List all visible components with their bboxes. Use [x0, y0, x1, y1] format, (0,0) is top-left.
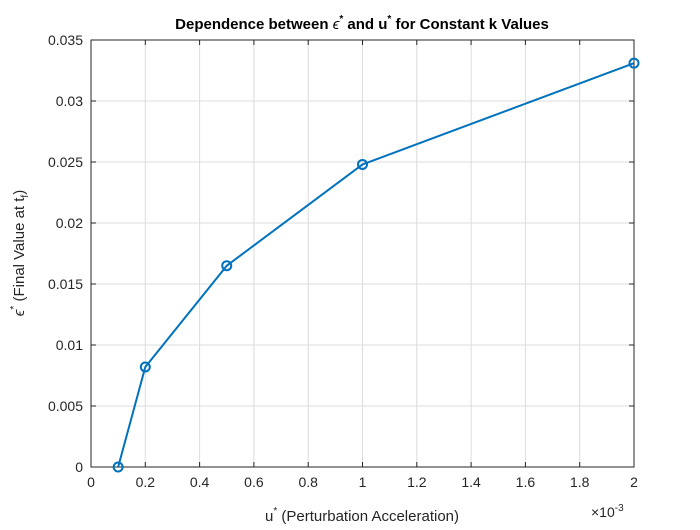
- data-point: [357, 158, 368, 170]
- y-tick-label: 0.015: [48, 276, 83, 292]
- x-axis-label: u* (Perturbation Acceleration): [265, 506, 459, 525]
- series-group: [112, 57, 640, 473]
- x-axis-ticks: 0 0.2 0.4 0.6 0.8 1 1.2 1.4 1.6 1.8 2: [87, 40, 638, 490]
- y-tick-label: 0: [75, 459, 83, 475]
- y-tick-label: 0.01: [56, 337, 83, 353]
- x-tick-label: 0: [87, 474, 95, 490]
- grid: [91, 40, 634, 467]
- x-axis-exponent: ×10-3: [591, 503, 624, 520]
- y-tick-label: 0.005: [48, 398, 83, 414]
- data-point: [221, 260, 233, 272]
- y-tick-label: 0.02: [56, 215, 83, 231]
- x-tick-label: 1.6: [516, 474, 536, 490]
- x-tick-label: 0.4: [190, 474, 210, 490]
- x-tick-label: 1.8: [570, 474, 590, 490]
- x-tick-label: 1.2: [407, 474, 427, 490]
- series-line: [117, 62, 635, 468]
- x-tick-label: 1: [359, 474, 367, 490]
- x-tick-label: 0.6: [244, 474, 264, 490]
- y-tick-label: 0.035: [48, 32, 83, 48]
- data-point: [139, 361, 151, 373]
- data-point: [628, 57, 640, 69]
- y-tick-label: 0.03: [56, 93, 83, 109]
- data-point: [112, 461, 124, 473]
- y-axis-ticks: 0 0.005 0.01 0.015 0.02 0.025 0.03 0.035: [48, 32, 634, 475]
- x-tick-label: 1.4: [461, 474, 481, 490]
- chart-title: Dependence between ϵ* and u* for Constan…: [175, 14, 549, 33]
- x-tick-label: 0.2: [136, 474, 156, 490]
- y-tick-label: 0.025: [48, 154, 83, 170]
- x-tick-label: 2: [630, 474, 638, 490]
- y-axis-label: ϵ* (Final Value at tf): [9, 190, 31, 316]
- x-tick-label: 0.8: [298, 474, 318, 490]
